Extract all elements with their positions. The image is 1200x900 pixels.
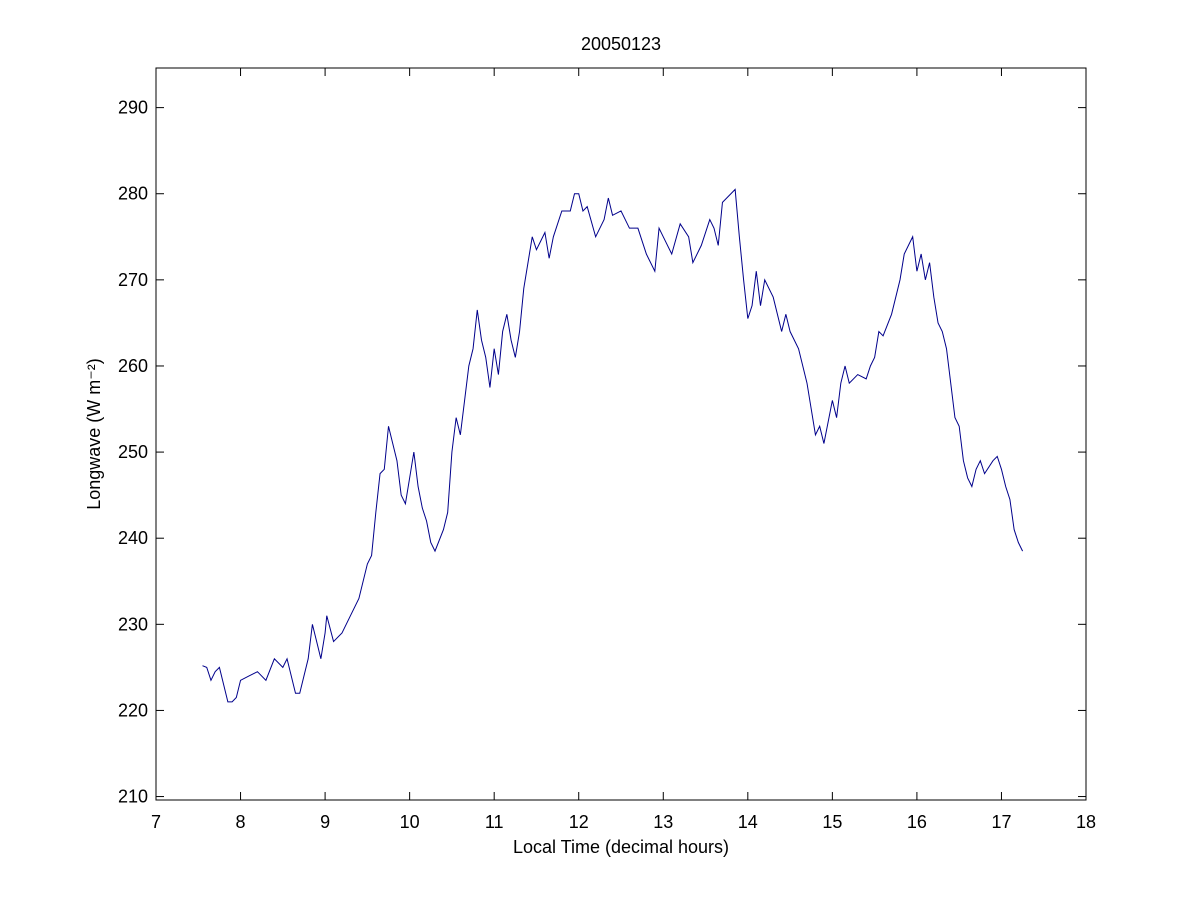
x-tick-label: 9 [320,812,330,832]
plot-frame [155,67,1087,801]
y-axis-label: Longwave (W m⁻²) [84,358,104,510]
y-tick-label: 290 [118,98,148,118]
y-tick-label: 260 [118,356,148,376]
y-tick-label: 250 [118,442,148,462]
y-tick-label: 280 [118,184,148,204]
x-tick-label: 15 [822,812,842,832]
x-tick-label: 16 [907,812,927,832]
y-tick-label: 270 [118,270,148,290]
x-tick-label: 8 [236,812,246,832]
y-tick-label: 220 [118,700,148,720]
x-tick-label: 12 [569,812,589,832]
x-axis-label: Local Time (decimal hours) [513,837,729,857]
x-tick-label: 17 [991,812,1011,832]
x-tick-label: 11 [485,812,504,832]
x-tick-label: 18 [1076,812,1096,832]
x-tick-label: 14 [738,812,758,832]
y-tick-label: 240 [118,528,148,548]
y-tick-label: 210 [118,787,148,807]
x-tick-label: 7 [151,812,161,832]
data-line [202,188,1024,703]
chart-title: 20050123 [581,34,661,54]
x-tick-label: 10 [400,812,420,832]
x-tick-label: 13 [653,812,673,832]
y-tick-label: 230 [118,614,148,634]
